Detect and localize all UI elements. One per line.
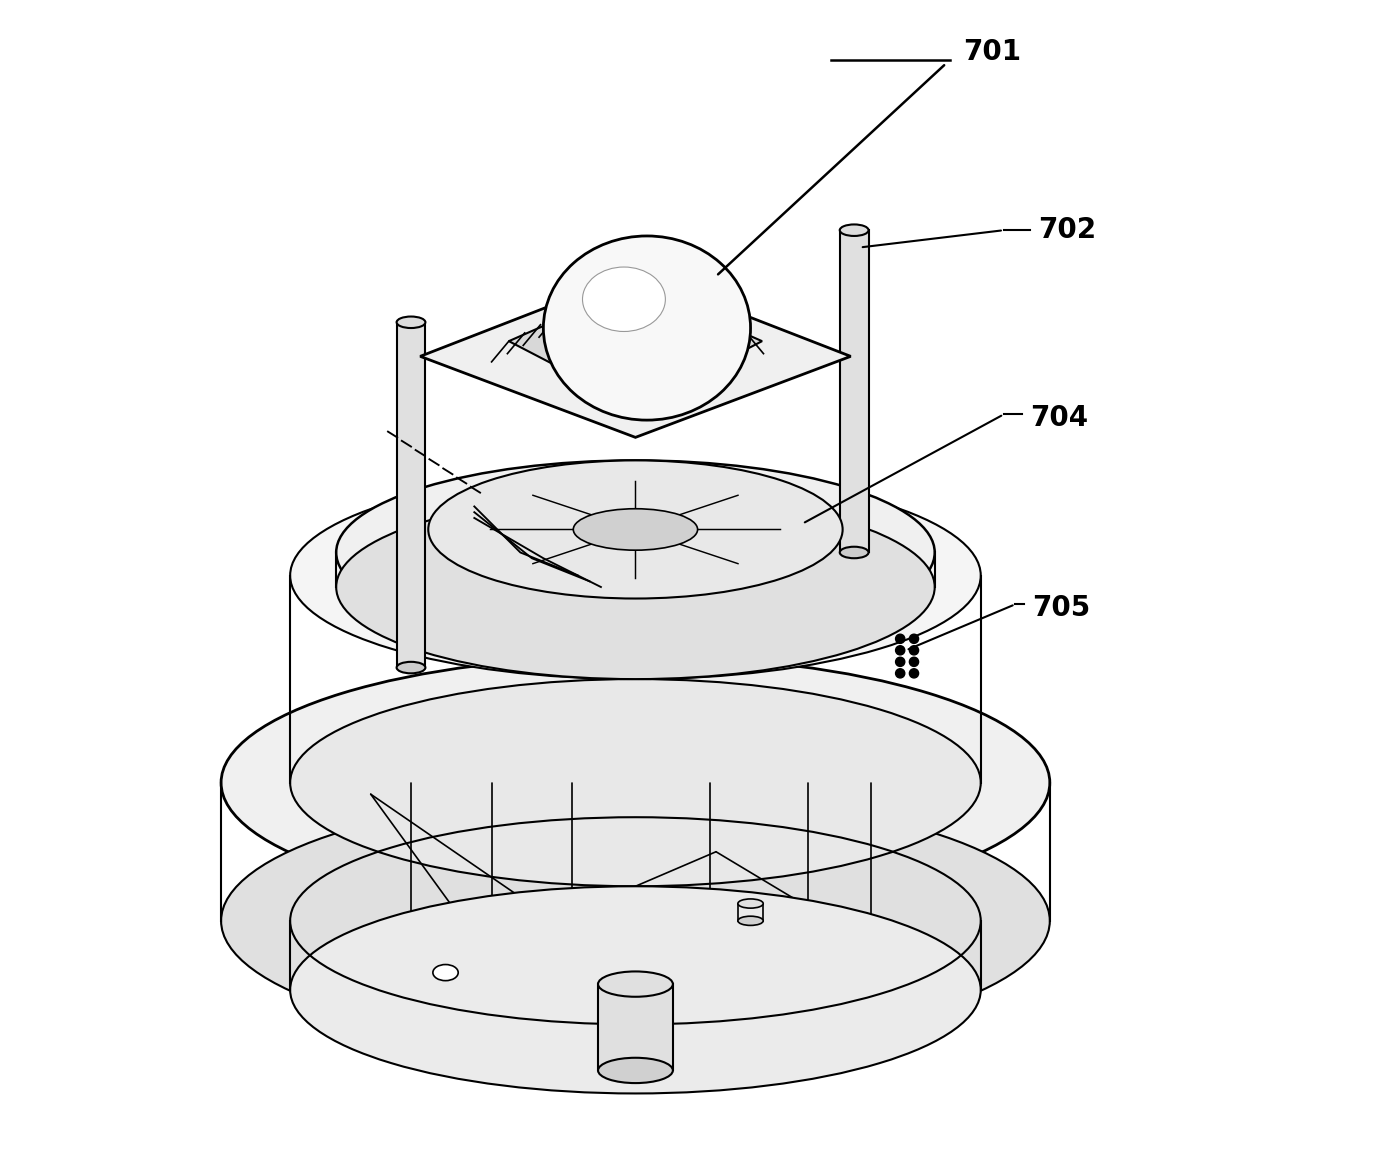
Ellipse shape <box>582 267 665 331</box>
Circle shape <box>895 657 905 666</box>
Text: 704: 704 <box>1030 404 1088 432</box>
Circle shape <box>895 669 905 678</box>
Text: 702: 702 <box>1038 216 1096 244</box>
Polygon shape <box>420 273 851 437</box>
Ellipse shape <box>290 886 981 1093</box>
Polygon shape <box>509 285 762 407</box>
Ellipse shape <box>222 794 1049 1047</box>
Circle shape <box>909 669 919 678</box>
Ellipse shape <box>737 899 764 908</box>
Circle shape <box>909 646 919 655</box>
Ellipse shape <box>290 679 981 886</box>
Circle shape <box>909 657 919 666</box>
Ellipse shape <box>428 460 843 599</box>
Ellipse shape <box>432 965 459 981</box>
Circle shape <box>909 634 919 643</box>
Ellipse shape <box>396 317 426 328</box>
Ellipse shape <box>290 472 981 679</box>
Text: 705: 705 <box>1033 594 1091 622</box>
Ellipse shape <box>840 547 869 558</box>
Ellipse shape <box>222 656 1049 909</box>
Ellipse shape <box>737 916 764 925</box>
Bar <box>597 984 672 1070</box>
Circle shape <box>895 646 905 655</box>
Text: 701: 701 <box>963 38 1021 66</box>
Circle shape <box>895 634 905 643</box>
Bar <box>396 322 426 668</box>
Ellipse shape <box>597 971 672 997</box>
Ellipse shape <box>337 495 934 679</box>
Ellipse shape <box>543 236 751 420</box>
Bar <box>840 230 869 552</box>
Ellipse shape <box>574 509 697 550</box>
Ellipse shape <box>337 460 934 645</box>
Ellipse shape <box>597 1058 672 1083</box>
Ellipse shape <box>840 224 869 236</box>
Ellipse shape <box>396 662 426 673</box>
